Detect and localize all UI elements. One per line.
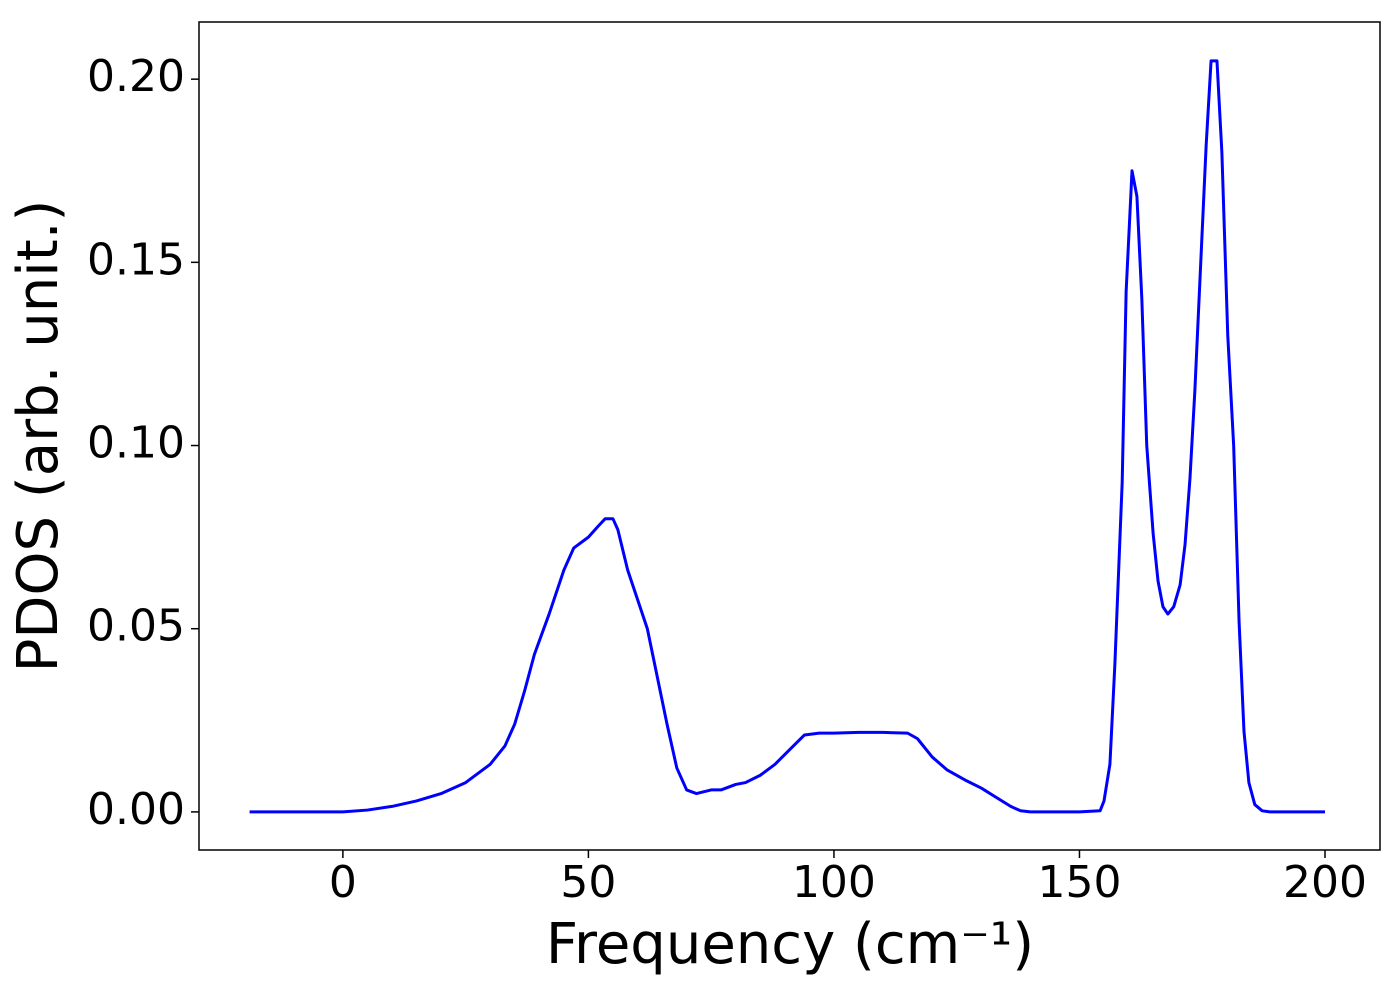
y-tick-label: 0.05 xyxy=(87,601,185,652)
x-tick-label: 150 xyxy=(1037,857,1121,908)
x-tick-label: 100 xyxy=(792,857,876,908)
x-tick-label: 0 xyxy=(329,857,357,908)
x-tick-label: 50 xyxy=(560,857,616,908)
x-axis-label: Frequency (cm⁻¹) xyxy=(546,912,1034,977)
y-axis-label: PDOS (arb. unit.) xyxy=(6,200,71,673)
data-line xyxy=(249,59,1325,814)
y-tick-label: 0.20 xyxy=(87,51,185,102)
y-tick-label: 0.15 xyxy=(87,234,185,285)
y-tick-label: 0.00 xyxy=(87,784,185,835)
axes-frame xyxy=(198,21,1381,851)
y-tick-label: 0.10 xyxy=(87,418,185,469)
x-tick-label: 200 xyxy=(1283,857,1367,908)
